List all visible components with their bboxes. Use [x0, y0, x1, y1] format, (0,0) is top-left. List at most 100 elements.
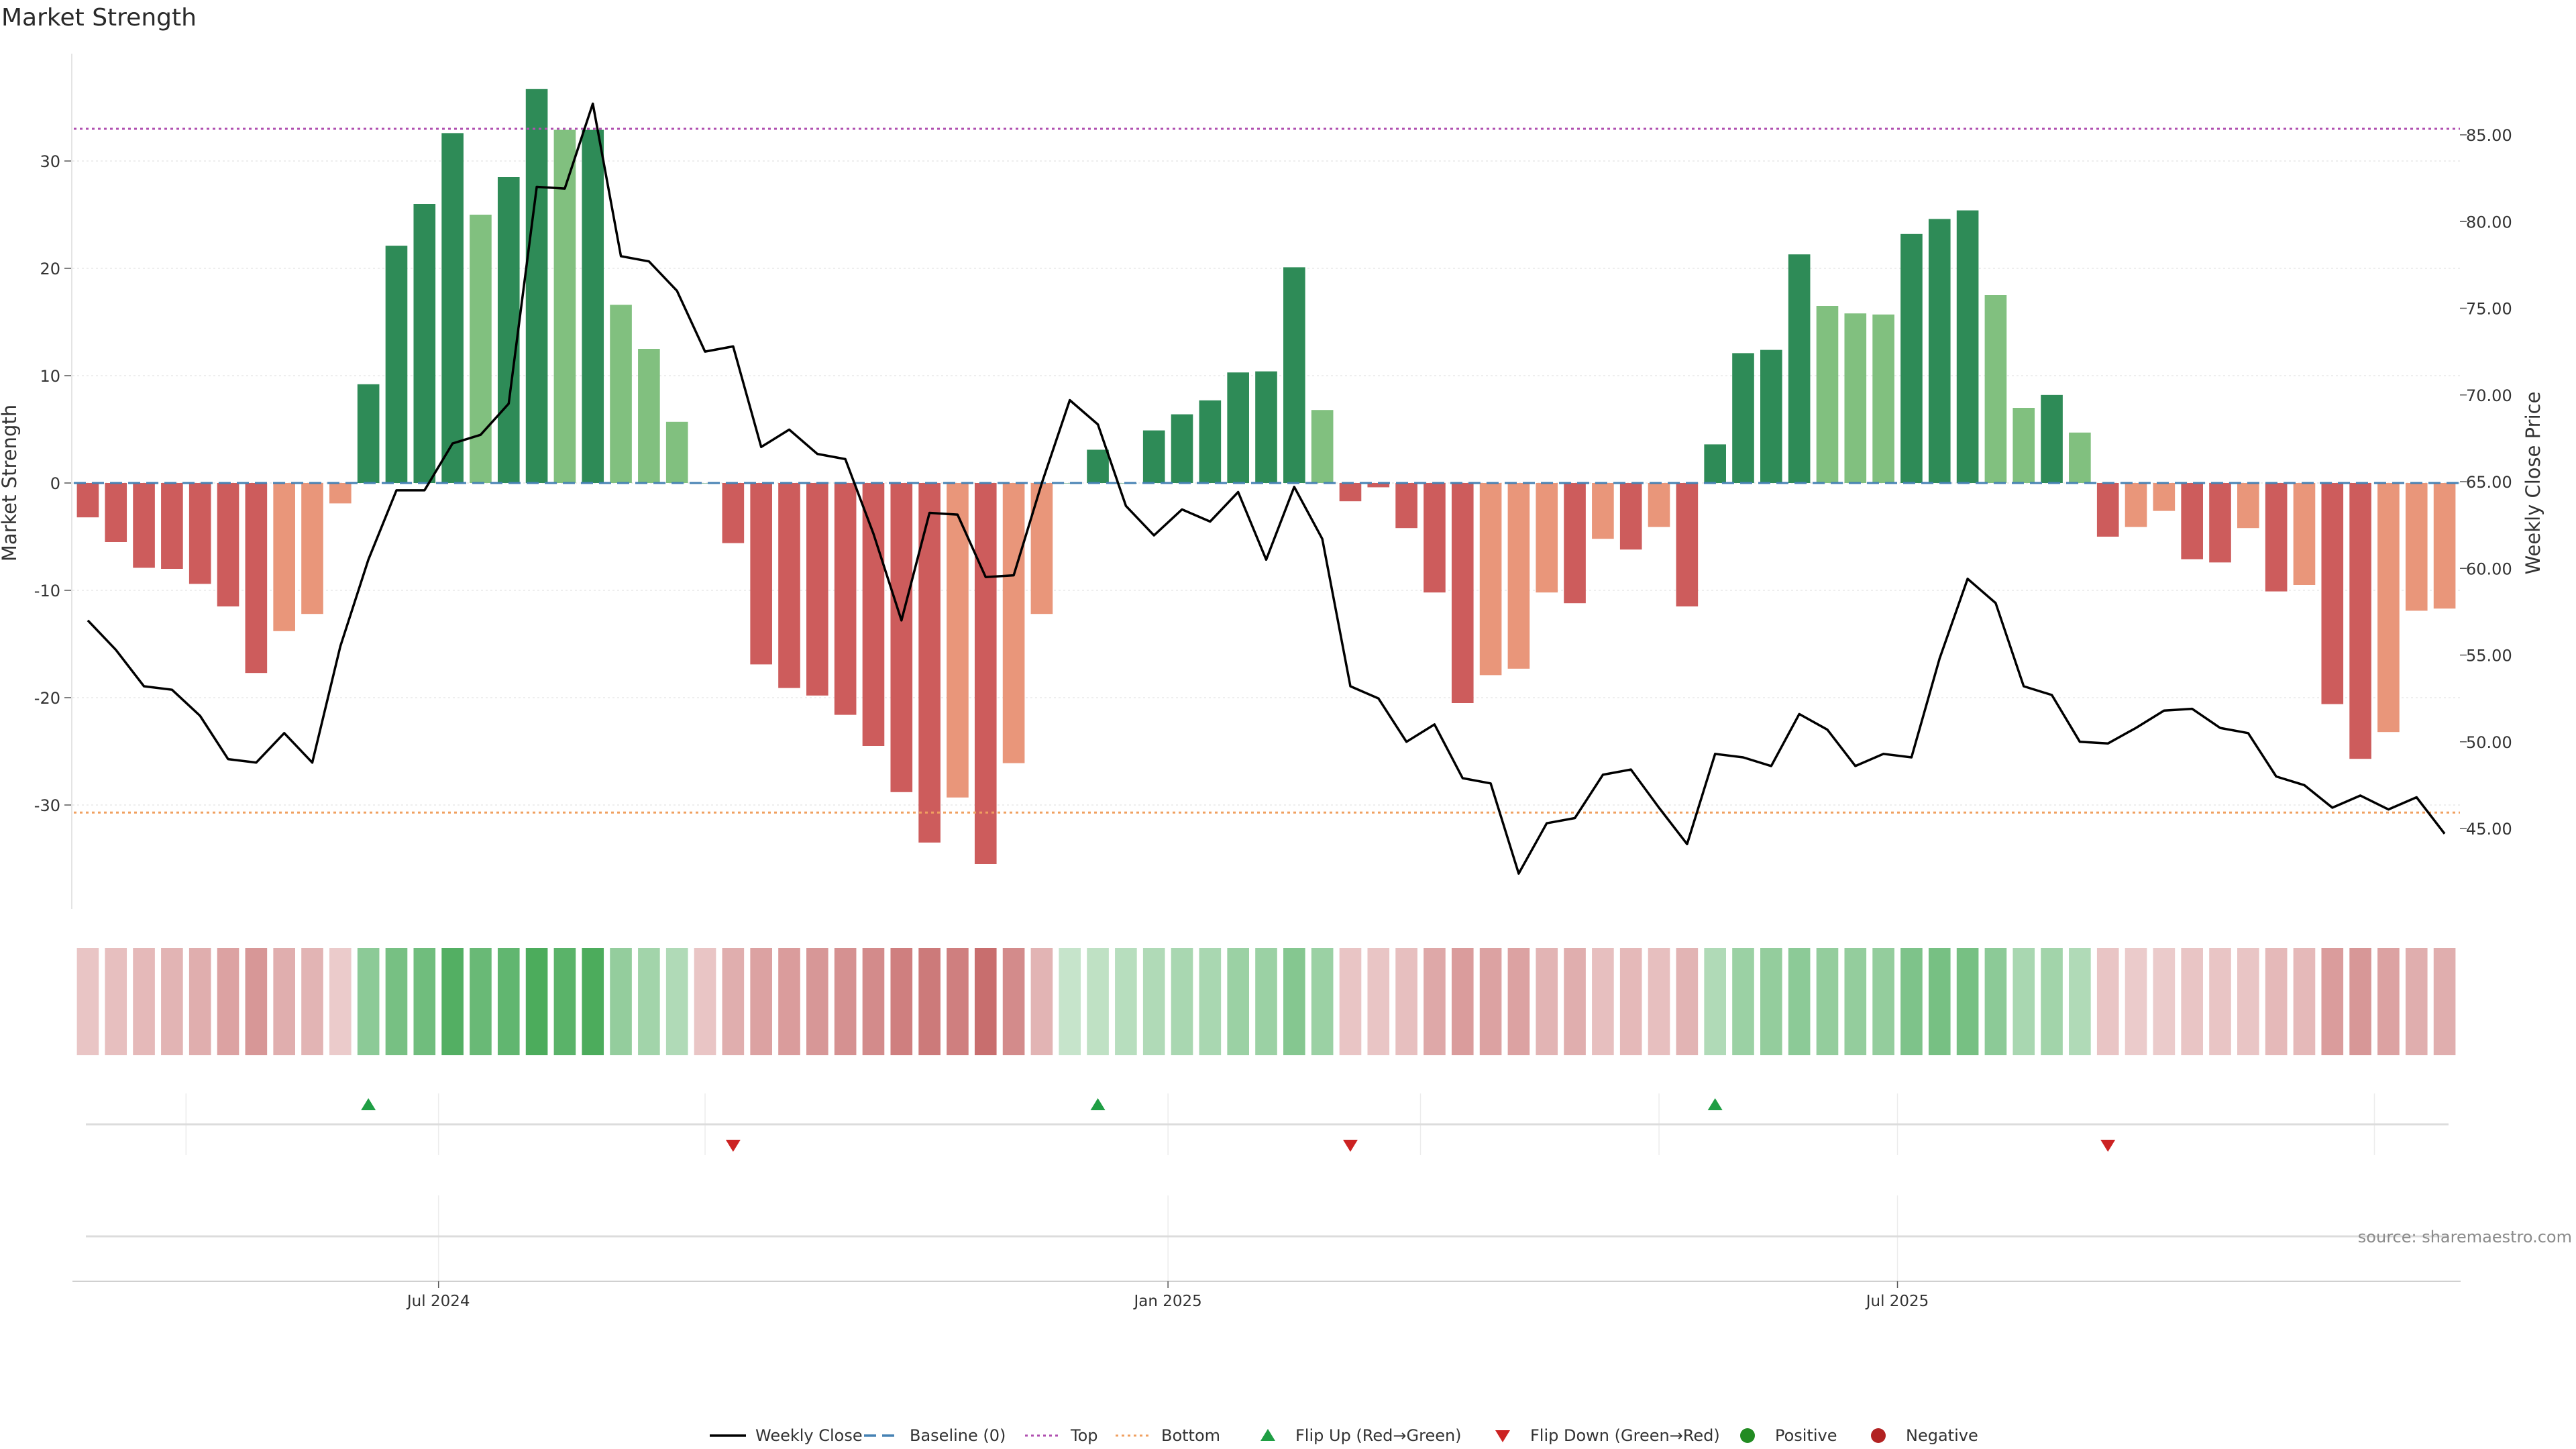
strength-bar: [1928, 219, 1951, 483]
heat-cell: [161, 948, 183, 1055]
strength-bar: [1283, 267, 1305, 483]
heat-cell: [189, 948, 211, 1055]
strength-bar: [1424, 483, 1446, 593]
flip-down-marker: [1342, 1140, 1358, 1152]
y-tick-label: 0: [50, 474, 60, 493]
strength-bar: [2096, 483, 2119, 537]
heat-cell: [525, 948, 548, 1055]
y2-tick-label: 50.00: [2466, 733, 2512, 752]
heat-cell: [2069, 948, 2091, 1055]
legend-item-positive[interactable]: Positive: [1740, 1426, 1837, 1445]
heat-cell: [1199, 948, 1222, 1055]
strength-bar: [1844, 313, 1867, 483]
heat-cell: [1676, 948, 1699, 1055]
heat-cell: [1479, 948, 1502, 1055]
strength-bar: [974, 483, 997, 864]
strength-bar: [2321, 483, 2344, 704]
strength-bar: [189, 483, 211, 584]
flip-down-marker: [725, 1140, 741, 1152]
strength-bar: [1339, 483, 1362, 502]
heat-cell: [1367, 948, 1390, 1055]
strength-bar: [2012, 408, 2035, 483]
strength-bar: [329, 483, 352, 504]
legend-label: Flip Down (Green→Red): [1530, 1426, 1720, 1445]
heat-cell: [1619, 948, 1642, 1055]
heat-cell: [1984, 948, 2007, 1055]
heat-cell: [1339, 948, 1362, 1055]
heat-cell: [1395, 948, 1417, 1055]
strength-bar: [1479, 483, 1502, 676]
strength-bar: [245, 483, 268, 674]
strength-bar: [638, 349, 660, 483]
flip-up-marker: [361, 1098, 376, 1110]
flip-up-marker: [1090, 1098, 1106, 1110]
heat-cell: [974, 948, 997, 1055]
strength-bar: [1255, 371, 1277, 483]
strength-bar: [2377, 483, 2400, 733]
heat-cell: [1732, 948, 1754, 1055]
strength-bar: [918, 483, 941, 843]
strength-bar: [1704, 444, 1726, 483]
heat-cell: [470, 948, 492, 1055]
heat-cell: [2237, 948, 2259, 1055]
strength-bar: [161, 483, 183, 569]
legend-item-baseline[interactable]: Baseline (0): [864, 1426, 1006, 1445]
heat-cell: [2125, 948, 2147, 1055]
legend-item-flip-down[interactable]: Flip Down (Green→Red): [1495, 1426, 1720, 1445]
heat-cell: [2349, 948, 2371, 1055]
strength-bar: [2405, 483, 2428, 611]
heat-cell: [947, 948, 969, 1055]
strength-bar: [834, 483, 857, 715]
heat-cell: [357, 948, 380, 1055]
strength-bar: [273, 483, 295, 631]
legend-item-negative[interactable]: Negative: [1871, 1426, 1978, 1445]
weekly-close-series: [87, 102, 2446, 875]
strength-bar: [1227, 372, 1249, 483]
strength-bar: [890, 483, 913, 792]
heat-cell: [610, 948, 632, 1055]
heat-cell: [722, 948, 745, 1055]
legend-item-top[interactable]: Top: [1025, 1426, 1098, 1445]
strength-bar: [1199, 400, 1222, 483]
legend-item-flip-up[interactable]: Flip Up (Red→Green): [1260, 1426, 1462, 1445]
heat-cell: [1788, 948, 1811, 1055]
strength-bar: [1592, 483, 1614, 539]
heat-cell: [1760, 948, 1782, 1055]
heat-cell: [918, 948, 941, 1055]
heat-cell: [553, 948, 576, 1055]
legend-item-weekly-close[interactable]: Weekly Close: [710, 1426, 863, 1445]
legend-label: Bottom: [1161, 1426, 1220, 1445]
heat-cell: [2096, 948, 2119, 1055]
y-axis-label: Market Strength: [0, 405, 21, 561]
heat-cell: [1564, 948, 1586, 1055]
strength-bar: [2265, 483, 2288, 592]
strength-bar: [1619, 483, 1642, 550]
y2-tick-label: 85.00: [2466, 126, 2512, 145]
heat-cell: [1002, 948, 1025, 1055]
strength-bar: [1760, 350, 1782, 483]
legend[interactable]: Weekly Close Baseline (0) Top Bottom Flip Up…: [710, 1426, 1978, 1445]
strength-bar: [665, 421, 688, 483]
bottom-panel: [86, 1195, 2449, 1281]
y2-tick-label: 60.00: [2466, 559, 2512, 578]
legend-item-bottom[interactable]: Bottom: [1116, 1426, 1220, 1445]
heat-cell: [2321, 948, 2344, 1055]
strength-bar: [1536, 483, 1558, 593]
strength-bar: [2125, 483, 2147, 527]
strength-bar: [385, 246, 408, 483]
heat-cell: [1059, 948, 1081, 1055]
legend-swatch: [1871, 1428, 1886, 1443]
y2-tick-label: 65.00: [2466, 473, 2512, 492]
strength-heat-row: [76, 948, 2456, 1055]
heat-cell: [834, 948, 857, 1055]
heat-cell: [806, 948, 828, 1055]
legend-label: Negative: [1906, 1426, 1978, 1445]
y-tick-label: -20: [34, 689, 60, 708]
x-tick-label: Jul 2024: [406, 1293, 470, 1310]
heat-cell: [2377, 948, 2400, 1055]
y2-tick-label: 45.00: [2466, 820, 2512, 839]
heat-cell: [1900, 948, 1923, 1055]
strength-bar: [1816, 306, 1839, 483]
strength-bar: [553, 129, 576, 484]
